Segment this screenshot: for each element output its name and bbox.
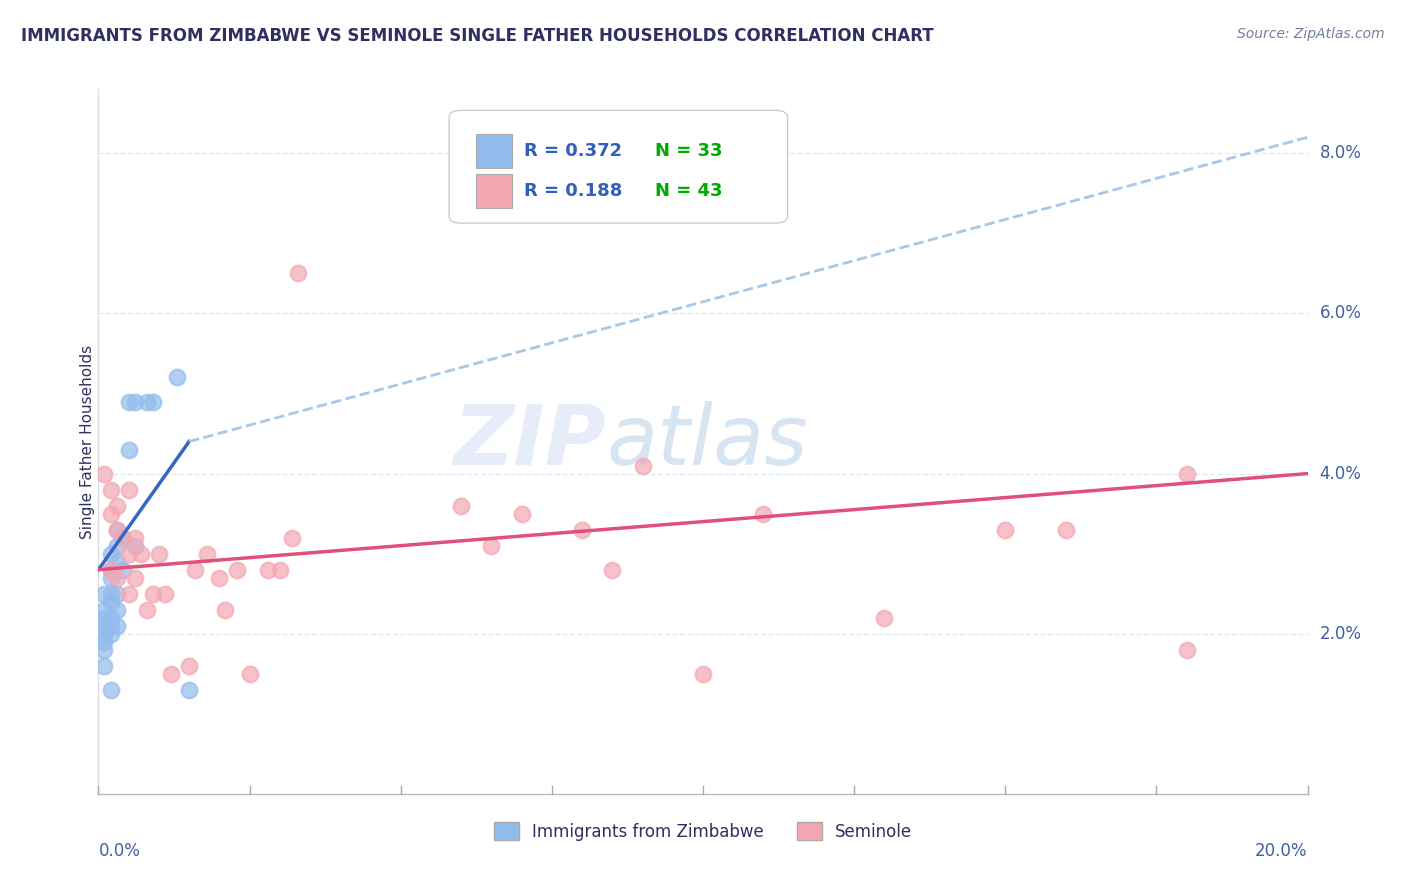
Point bbox=[179, 658, 201, 673]
Text: R = 0.188: R = 0.188 bbox=[524, 182, 623, 200]
Point bbox=[287, 266, 309, 280]
Point bbox=[93, 610, 115, 624]
Point bbox=[1175, 642, 1198, 657]
Point bbox=[105, 603, 128, 617]
Point bbox=[214, 603, 236, 617]
Point bbox=[118, 394, 141, 409]
Text: ZIP: ZIP bbox=[454, 401, 606, 482]
Point bbox=[100, 595, 122, 609]
Point bbox=[994, 523, 1017, 537]
Text: 4.0%: 4.0% bbox=[1320, 465, 1361, 483]
Point bbox=[135, 603, 157, 617]
Point bbox=[100, 571, 122, 585]
Point bbox=[142, 587, 165, 601]
Point bbox=[692, 666, 714, 681]
Point bbox=[160, 666, 183, 681]
Point bbox=[100, 587, 122, 601]
Point bbox=[100, 618, 122, 632]
Point bbox=[208, 571, 231, 585]
Text: IMMIGRANTS FROM ZIMBABWE VS SEMINOLE SINGLE FATHER HOUSEHOLDS CORRELATION CHART: IMMIGRANTS FROM ZIMBABWE VS SEMINOLE SIN… bbox=[21, 27, 934, 45]
Point bbox=[105, 555, 128, 569]
Point bbox=[111, 531, 134, 545]
Point bbox=[105, 523, 128, 537]
FancyBboxPatch shape bbox=[475, 135, 512, 168]
Point bbox=[124, 531, 146, 545]
Point bbox=[1175, 467, 1198, 481]
Point bbox=[450, 499, 472, 513]
Point bbox=[166, 370, 188, 384]
Point bbox=[105, 571, 128, 585]
Y-axis label: Single Father Households: Single Father Households bbox=[80, 344, 94, 539]
Point bbox=[105, 618, 128, 632]
Point bbox=[184, 563, 207, 577]
Point bbox=[256, 563, 278, 577]
Text: 8.0%: 8.0% bbox=[1320, 145, 1361, 162]
Point bbox=[105, 587, 128, 601]
Point bbox=[105, 539, 128, 553]
Point bbox=[135, 394, 157, 409]
Point bbox=[93, 634, 115, 648]
Point bbox=[124, 571, 146, 585]
Point bbox=[93, 658, 115, 673]
Point bbox=[100, 610, 122, 624]
Point bbox=[93, 626, 115, 640]
Point bbox=[602, 563, 624, 577]
Point bbox=[105, 499, 128, 513]
Legend: Immigrants from Zimbabwe, Seminole: Immigrants from Zimbabwe, Seminole bbox=[485, 814, 921, 849]
Point bbox=[93, 618, 115, 632]
Point bbox=[124, 394, 146, 409]
Point bbox=[111, 563, 134, 577]
Point bbox=[100, 547, 122, 561]
Point bbox=[179, 682, 201, 697]
Point bbox=[873, 610, 896, 624]
Point bbox=[93, 642, 115, 657]
Point bbox=[510, 507, 533, 521]
Point bbox=[269, 563, 291, 577]
FancyBboxPatch shape bbox=[449, 111, 787, 223]
Point bbox=[105, 523, 128, 537]
Point bbox=[100, 563, 122, 577]
Point bbox=[226, 563, 249, 577]
Text: N = 43: N = 43 bbox=[655, 182, 723, 200]
Point bbox=[1054, 523, 1077, 537]
Point bbox=[100, 682, 122, 697]
Point bbox=[481, 539, 503, 553]
Text: 20.0%: 20.0% bbox=[1256, 842, 1308, 860]
Point bbox=[631, 458, 654, 473]
Point bbox=[124, 539, 146, 553]
Point bbox=[100, 507, 122, 521]
Point bbox=[153, 587, 176, 601]
Point bbox=[129, 547, 152, 561]
Point bbox=[142, 394, 165, 409]
Text: N = 33: N = 33 bbox=[655, 142, 723, 161]
Point bbox=[118, 483, 141, 497]
Point bbox=[281, 531, 304, 545]
Text: 6.0%: 6.0% bbox=[1320, 304, 1361, 322]
Text: 0.0%: 0.0% bbox=[98, 842, 141, 860]
Point bbox=[752, 507, 775, 521]
Point bbox=[118, 547, 141, 561]
Text: atlas: atlas bbox=[606, 401, 808, 482]
Point bbox=[195, 547, 218, 561]
Point bbox=[100, 483, 122, 497]
Text: R = 0.372: R = 0.372 bbox=[524, 142, 623, 161]
Point bbox=[111, 531, 134, 545]
Text: Source: ZipAtlas.com: Source: ZipAtlas.com bbox=[1237, 27, 1385, 41]
Point bbox=[118, 587, 141, 601]
Point bbox=[239, 666, 262, 681]
Point bbox=[148, 547, 170, 561]
Point bbox=[100, 626, 122, 640]
Point bbox=[93, 587, 115, 601]
Point bbox=[118, 442, 141, 457]
Point bbox=[93, 467, 115, 481]
Text: 2.0%: 2.0% bbox=[1320, 624, 1361, 643]
FancyBboxPatch shape bbox=[475, 174, 512, 208]
Point bbox=[93, 603, 115, 617]
Point bbox=[100, 563, 122, 577]
Point bbox=[571, 523, 593, 537]
